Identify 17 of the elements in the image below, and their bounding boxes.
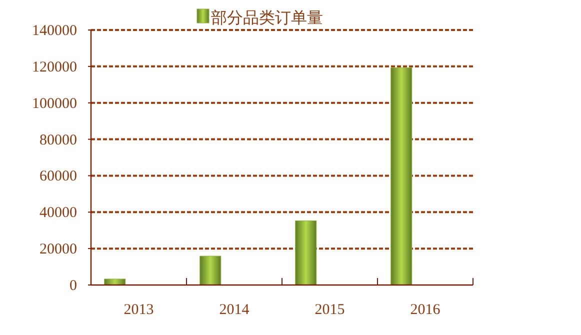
bar <box>104 278 126 286</box>
bar <box>295 220 317 286</box>
x-tick-label: 2014 <box>219 302 250 318</box>
y-tick-label: 120000 <box>32 59 77 76</box>
x-tick-label: 2016 <box>410 302 441 318</box>
y-tick-label: 100000 <box>32 96 77 112</box>
y-tick-label: 40000 <box>40 205 77 222</box>
legend-label: 部分品类订单量 <box>211 8 323 27</box>
x-tick-label: 2015 <box>314 302 345 318</box>
y-tick-label: 0 <box>70 278 77 294</box>
y-tick-label: 60000 <box>40 168 77 185</box>
y-tick-label: 20000 <box>40 242 77 258</box>
y-tick-label: 140000 <box>32 23 77 39</box>
bar <box>200 256 222 286</box>
y-tick-label: 80000 <box>40 132 77 148</box>
x-tick-label: 2013 <box>124 302 154 318</box>
bar <box>390 67 412 286</box>
